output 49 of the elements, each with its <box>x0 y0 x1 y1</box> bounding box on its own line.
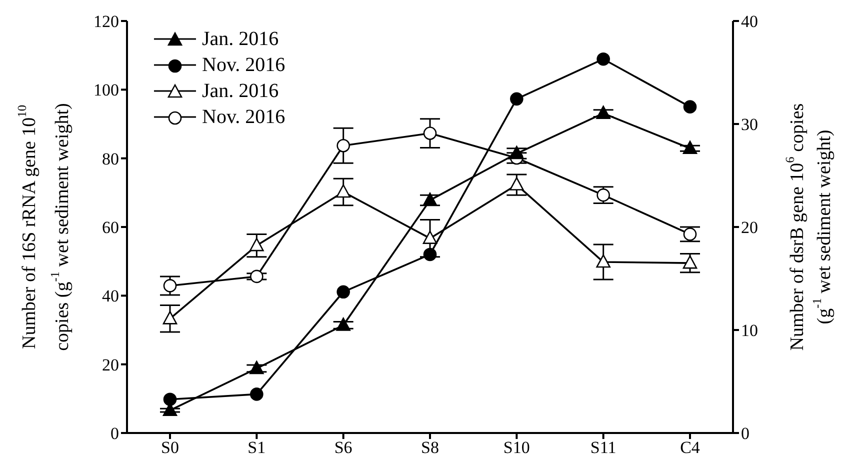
point <box>163 279 177 292</box>
legend-label: Jan. 2016 <box>202 79 279 104</box>
point <box>336 285 350 299</box>
point <box>163 392 177 406</box>
legend-label: Nov. 2016 <box>202 105 286 130</box>
y2-tick-label: 0 <box>741 424 750 444</box>
point <box>250 238 264 252</box>
x-tick-label: C4 <box>680 438 700 458</box>
point <box>682 140 698 154</box>
point <box>336 138 350 152</box>
y-tick-label: 0 <box>110 424 119 444</box>
point <box>596 188 610 202</box>
point <box>162 311 178 324</box>
point <box>422 230 438 244</box>
point <box>683 228 697 241</box>
point <box>596 52 610 66</box>
point <box>422 192 438 206</box>
point <box>336 318 350 331</box>
legend-label: Nov. 2016 <box>202 53 286 78</box>
y-tick-label: 60 <box>102 218 119 238</box>
y-tick-label: 40 <box>102 286 119 306</box>
point <box>250 388 264 401</box>
point <box>510 92 524 106</box>
point <box>423 126 437 140</box>
x-tick-label: S1 <box>248 438 266 458</box>
point <box>423 248 437 262</box>
x-tick-label: S10 <box>503 438 530 458</box>
point <box>510 146 524 160</box>
point <box>510 177 524 190</box>
point <box>596 254 610 268</box>
point <box>250 270 264 284</box>
point <box>250 360 264 374</box>
y-tick-label: 20 <box>102 355 119 374</box>
point <box>336 184 350 198</box>
point <box>683 100 697 114</box>
point <box>682 255 698 269</box>
y2-tick-label: 10 <box>741 321 758 340</box>
x-tick-label: S11 <box>590 438 616 458</box>
y2-tick-label: 40 <box>741 12 758 32</box>
y-tick-label: 80 <box>102 149 119 168</box>
legend-label: Jan. 2016 <box>202 27 279 52</box>
x-tick-label: S8 <box>421 438 439 458</box>
x-tick-label: S0 <box>161 438 179 458</box>
y2-tick-label: 20 <box>741 218 758 238</box>
point <box>596 106 610 120</box>
y2-tick-label: 30 <box>741 115 758 134</box>
y-tick-label: 100 <box>94 80 119 100</box>
x-tick-label: S6 <box>334 438 352 458</box>
y-tick-label: 120 <box>94 12 119 32</box>
